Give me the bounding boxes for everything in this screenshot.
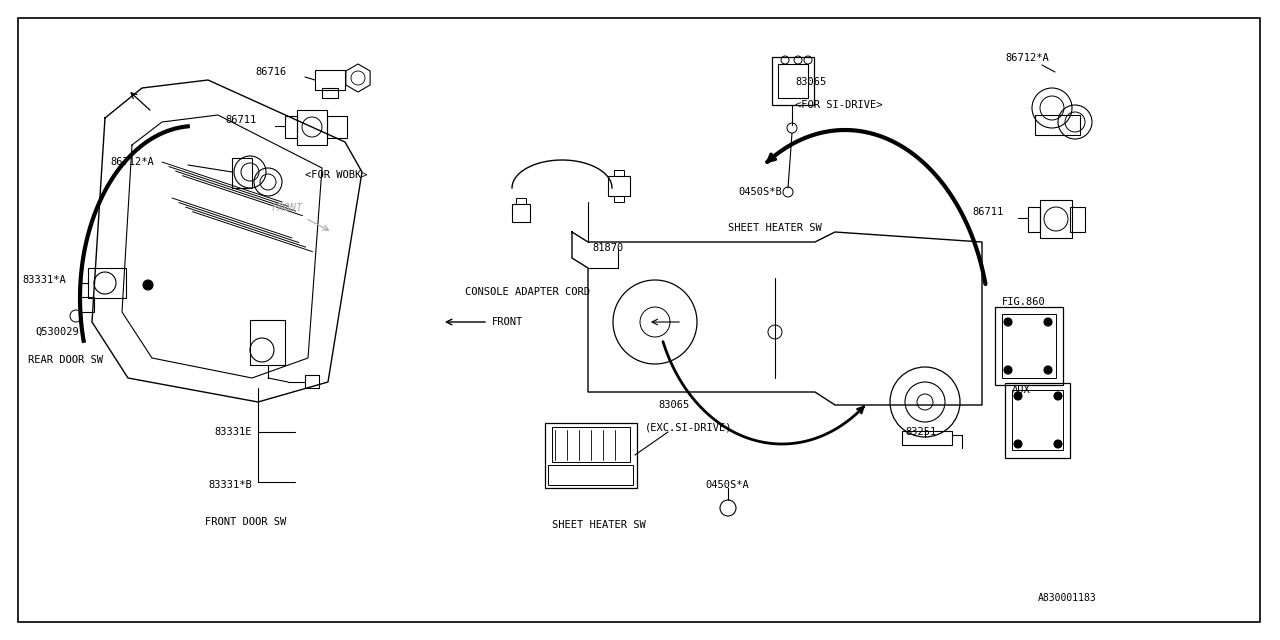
Bar <box>305 375 319 388</box>
Text: 0450S*B: 0450S*B <box>739 187 782 197</box>
Bar <box>1005 383 1070 458</box>
Text: 86712*A: 86712*A <box>1005 53 1048 63</box>
Bar <box>772 57 814 105</box>
Text: <FOR SI-DRIVE>: <FOR SI-DRIVE> <box>795 100 882 110</box>
Text: 86711: 86711 <box>972 207 1004 217</box>
Bar <box>545 423 637 488</box>
Text: (EXC.SI-DRIVE): (EXC.SI-DRIVE) <box>645 423 732 433</box>
Text: 83331*A: 83331*A <box>22 275 65 285</box>
Circle shape <box>1004 318 1012 326</box>
Bar <box>614 170 625 176</box>
Text: SHEET HEATER SW: SHEET HEATER SW <box>728 223 822 233</box>
Text: 86716: 86716 <box>255 67 287 77</box>
Bar <box>1002 314 1056 378</box>
Bar <box>1070 207 1085 232</box>
Bar <box>250 320 285 365</box>
Bar <box>516 198 526 204</box>
Text: 86712*A: 86712*A <box>110 157 154 167</box>
Text: CONSOLE ADAPTER CORD: CONSOLE ADAPTER CORD <box>465 287 590 297</box>
Text: Q530029: Q530029 <box>35 327 79 337</box>
Circle shape <box>1044 318 1052 326</box>
Text: A830001183: A830001183 <box>1038 593 1097 603</box>
Text: SHEET HEATER SW: SHEET HEATER SW <box>552 520 645 530</box>
Circle shape <box>1044 366 1052 374</box>
Text: 86711: 86711 <box>225 115 256 125</box>
Circle shape <box>143 280 154 290</box>
Text: FRONT DOOR SW: FRONT DOOR SW <box>205 517 287 527</box>
Bar <box>1012 390 1062 450</box>
Circle shape <box>1053 440 1062 448</box>
Bar <box>285 116 297 138</box>
Text: 83251: 83251 <box>905 427 936 437</box>
Bar <box>778 64 808 98</box>
Text: AUX: AUX <box>1012 385 1030 395</box>
Bar <box>614 196 625 202</box>
Bar <box>315 70 346 90</box>
Text: <FOR WOBK>: <FOR WOBK> <box>305 170 367 180</box>
Circle shape <box>1014 392 1021 400</box>
Bar <box>232 158 252 188</box>
Text: FRONT: FRONT <box>273 203 303 213</box>
Bar <box>1036 115 1080 135</box>
Bar <box>548 465 634 485</box>
Text: 81870: 81870 <box>593 243 623 253</box>
Text: REAR DOOR SW: REAR DOOR SW <box>28 355 102 365</box>
Text: 83065: 83065 <box>658 400 689 410</box>
Text: FRONT: FRONT <box>492 317 524 327</box>
Text: 83331*B: 83331*B <box>209 480 252 490</box>
Bar <box>1039 200 1073 238</box>
Text: 83331E: 83331E <box>215 427 252 437</box>
Circle shape <box>1014 440 1021 448</box>
Bar <box>81 297 93 312</box>
Bar <box>297 110 326 145</box>
Bar <box>608 176 630 196</box>
Circle shape <box>1004 366 1012 374</box>
Bar <box>88 268 125 298</box>
Bar <box>995 307 1062 385</box>
Text: 83065: 83065 <box>795 77 827 87</box>
Bar <box>1028 207 1039 232</box>
Circle shape <box>1053 392 1062 400</box>
Bar <box>552 427 630 462</box>
Text: 0450S*A: 0450S*A <box>705 480 749 490</box>
Bar <box>326 116 347 138</box>
Bar <box>902 431 952 445</box>
Text: FIG.860: FIG.860 <box>1002 297 1046 307</box>
Bar <box>323 88 338 98</box>
Bar <box>512 204 530 222</box>
